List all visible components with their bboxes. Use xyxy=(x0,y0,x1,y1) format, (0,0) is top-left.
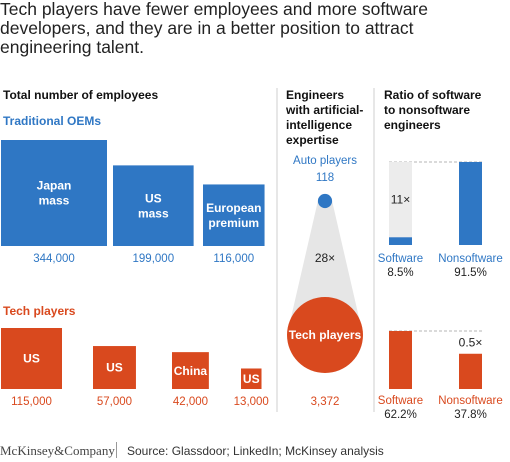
ratio-1-category-label-2: Nonsoftware xyxy=(438,253,503,265)
tech-value-label-3: 42,000 xyxy=(173,396,208,408)
ai-cone xyxy=(287,201,363,335)
ratio-1-category-label-1: Software xyxy=(378,253,423,265)
ratio-1-gray-band xyxy=(389,162,412,245)
ai-category-label-1: Auto players xyxy=(293,155,357,167)
tech-bar-label-4-line-1: US xyxy=(243,372,260,386)
ratio-2-ratio-label: 0.5× xyxy=(459,335,483,349)
ratio-1-value-label-1: 8.5% xyxy=(387,267,413,279)
oem-bar-2 xyxy=(113,165,194,246)
ratio-1-value-label-2: 91.5% xyxy=(454,267,487,279)
oem-bar-1 xyxy=(1,140,107,246)
ratio-2-value-label-2: 37.8% xyxy=(454,409,487,421)
ai-value-label-2: 3,372 xyxy=(311,396,340,408)
ai-circle-2 xyxy=(287,297,363,373)
ratio-2-bar-1 xyxy=(389,331,412,389)
oem-bar-label-2-line-2: mass xyxy=(138,206,169,220)
employees-section-title: Total number of employees xyxy=(3,88,159,102)
oem-bars: Japanmass344,000USmass199,000Europeanpre… xyxy=(1,140,265,265)
tech-value-label-4: 13,000 xyxy=(234,396,269,408)
oem-bar-label-3-line-2: premium xyxy=(208,216,259,230)
tech-bar-label-3-line-1: China xyxy=(174,364,208,378)
ratio-1-bar-1 xyxy=(389,237,412,245)
footer-divider xyxy=(116,442,117,458)
mckinsey-logo: McKinsey&Company xyxy=(0,443,115,458)
ratio-2-category-label-2: Nonsoftware xyxy=(438,395,503,407)
tech-value-label-2: 57,000 xyxy=(97,396,132,408)
ratio-2-bar-2 xyxy=(459,353,482,389)
tech-bar-2 xyxy=(93,346,136,389)
oem-bar-label-2-line-1: US xyxy=(145,191,162,205)
source-note: Source: Glassdoor; LinkedIn; McKinsey an… xyxy=(127,444,384,458)
ai-chart: Auto players 118 28× Tech players 3,372 xyxy=(287,155,363,408)
oem-bar-label-3-line-1: European xyxy=(206,201,261,215)
oem-value-label-2: 199,000 xyxy=(133,253,175,265)
oem-value-label-1: 344,000 xyxy=(33,253,75,265)
tech-value-label-1: 115,000 xyxy=(11,396,52,408)
ratio-1-bar-2 xyxy=(459,162,482,245)
oem-bar-label-1-line-1: Japan xyxy=(37,179,72,193)
tech-bar-1 xyxy=(1,328,62,389)
ratio-section-title: Ratio of software to nonsoftware enginee… xyxy=(384,88,482,132)
ai-section-title: Engineers with artificial-intelligence e… xyxy=(286,88,364,147)
ai-multiplier-label: 28× xyxy=(315,251,335,265)
tech-players-label: Tech players xyxy=(3,304,76,318)
tech-bar-label-1-line-1: US xyxy=(23,352,40,366)
ratio-2-value-label-1: 62.2% xyxy=(384,409,417,421)
ratio-2-category-label-1: Software xyxy=(378,395,423,407)
traditional-oems-label: Traditional OEMs xyxy=(3,114,102,128)
ai-circle-1 xyxy=(317,193,333,209)
tech-bar-4 xyxy=(241,368,262,389)
oem-bar-3 xyxy=(203,184,265,246)
oem-bar-label-1-line-2: mass xyxy=(39,194,70,208)
headline: Tech players have fewer employees and mo… xyxy=(0,0,428,57)
tech-bars: US 115,000 US 57,000 China 42,000 US 13,000 xyxy=(1,328,269,408)
tech-bar-label-2-line-1: US xyxy=(106,361,123,375)
oem-value-label-3: 116,000 xyxy=(213,253,254,265)
ai-category-label-2: Tech players xyxy=(289,328,362,342)
ai-value-label-1: 118 xyxy=(316,172,334,184)
ratio-1-ratio-label: 11× xyxy=(391,193,410,207)
tech-bar-3 xyxy=(172,352,209,389)
ratio-charts: Software 8.5% Nonsoftware 91.5% 11× Software 6… xyxy=(378,161,503,421)
